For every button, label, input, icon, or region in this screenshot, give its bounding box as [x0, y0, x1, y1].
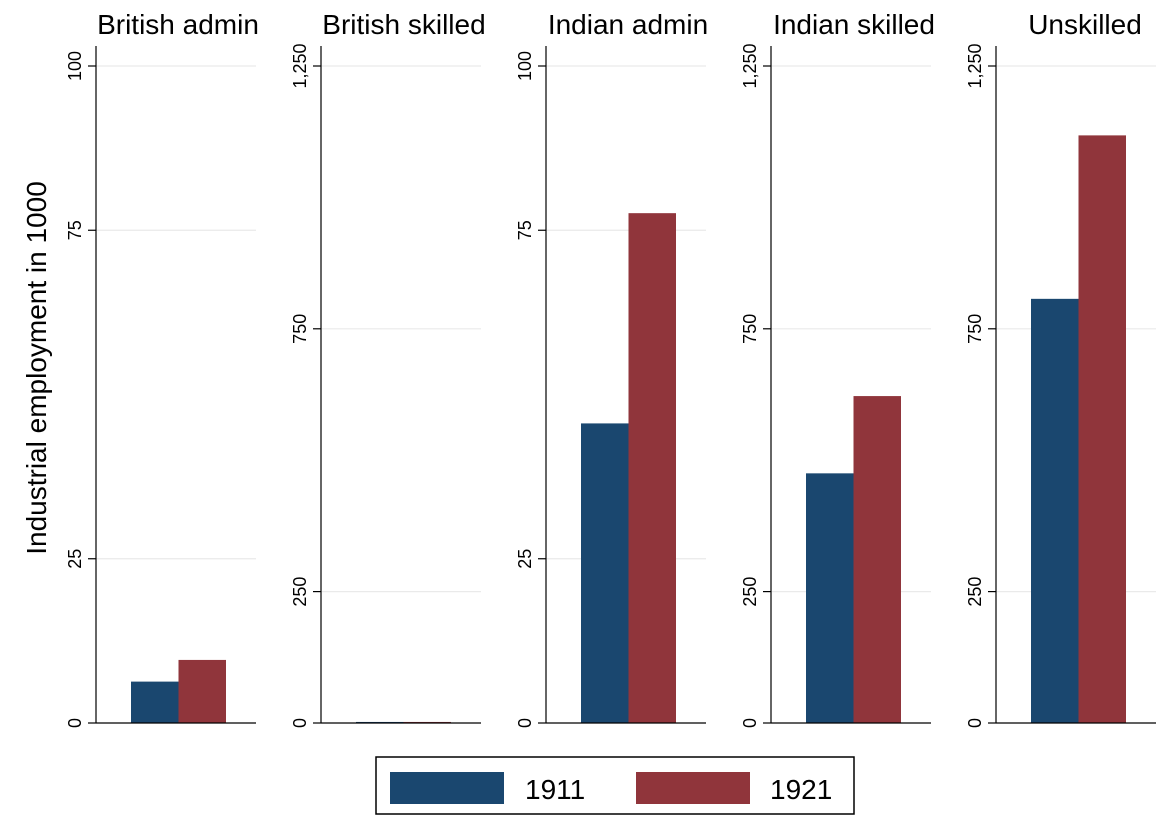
bar-1921-panel-1: [178, 659, 226, 723]
y-tick-label-4-1: 250: [740, 577, 760, 607]
y-tick-label-1-2: 75: [65, 220, 85, 240]
panel-4: 0 250 750 1,250 Indian skilled: [740, 9, 935, 728]
y-axis-title: Industrial employment in 1000: [21, 181, 52, 555]
panel-1: 0 25 75 100 British admin: [65, 9, 259, 728]
panel-title-3: Indian admin: [548, 9, 708, 40]
legend-swatch-1921: [636, 772, 750, 804]
legend-label-1921: 1921: [770, 774, 832, 805]
y-tick-label-2-2: 750: [290, 314, 310, 344]
y-tick-label-1-0: 0: [65, 718, 85, 728]
legend-swatch-1911: [390, 772, 504, 804]
y-tick-label-2-1: 250: [290, 577, 310, 607]
legend: 1911 1921: [375, 756, 855, 815]
y-tick-label-5-0: 0: [965, 718, 985, 728]
y-tick-label-3-2: 75: [515, 220, 535, 240]
legend-label-1911: 1911: [525, 774, 585, 805]
y-tick-label-1-1: 25: [65, 549, 85, 569]
y-tick-label-4-0: 0: [740, 718, 760, 728]
y-tick-label-1-3: 100: [65, 51, 85, 81]
y-tick-label-2-0: 0: [290, 718, 310, 728]
panel-title-1: British admin: [97, 9, 259, 40]
y-tick-label-4-3: 1,250: [740, 43, 760, 88]
bar-1911-panel-3: [581, 423, 629, 723]
y-tick-label-3-0: 0: [515, 718, 535, 728]
bar-1911-panel-4: [806, 473, 854, 723]
panel-title-4: Indian skilled: [773, 9, 935, 40]
panel-5: 0 250 750 1,250 Unskilled: [965, 9, 1156, 728]
bar-1911-panel-1: [131, 681, 179, 723]
panel-title-5: Unskilled: [1028, 9, 1142, 40]
y-tick-label-5-2: 750: [965, 314, 985, 344]
panel-2: 0 250 750 1,250 British skilled: [290, 9, 486, 728]
y-tick-label-3-3: 100: [515, 51, 535, 81]
panel-3: 0 25 75 100 Indian admin: [515, 9, 708, 728]
bar-1911-panel-5: [1031, 298, 1079, 723]
y-tick-label-3-1: 25: [515, 549, 535, 569]
y-tick-label-4-2: 750: [740, 314, 760, 344]
y-tick-label-5-1: 250: [965, 577, 985, 607]
bar-1921-panel-4: [853, 396, 901, 723]
bar-1921-panel-3: [628, 213, 676, 723]
y-tick-label-5-3: 1,250: [965, 43, 985, 88]
panel-title-2: British skilled: [322, 9, 485, 40]
y-tick-label-2-3: 1,250: [290, 43, 310, 88]
bar-1921-panel-5: [1078, 135, 1126, 723]
